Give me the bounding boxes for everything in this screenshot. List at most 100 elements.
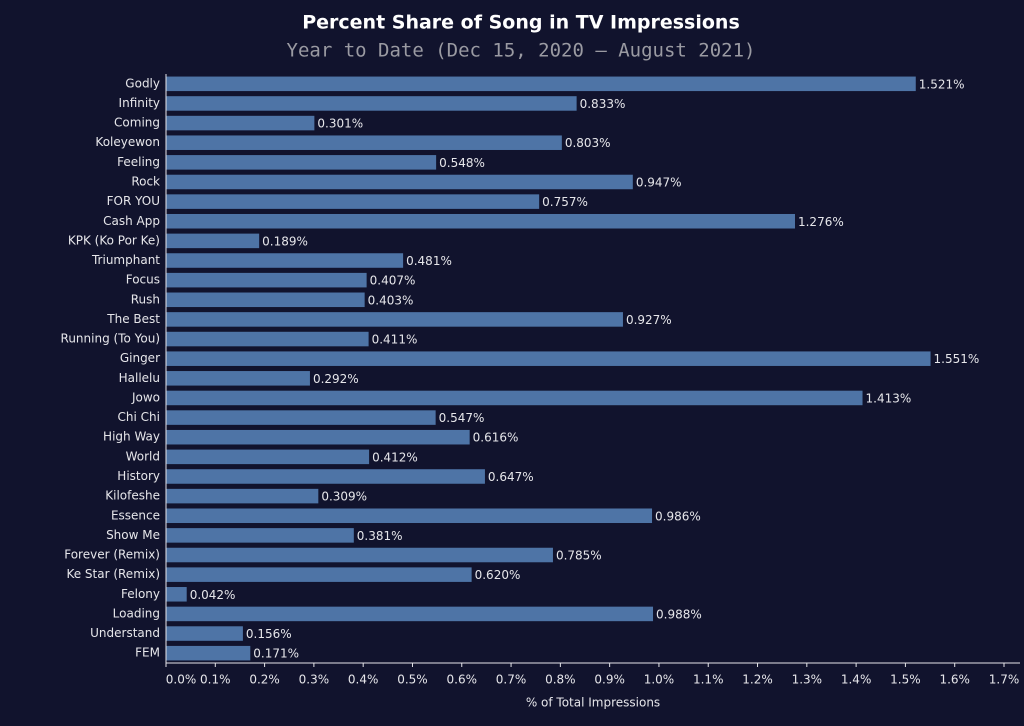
y-tick-label: Essence — [111, 508, 160, 522]
x-tick-label: 0.4% — [348, 673, 379, 687]
bar — [166, 390, 863, 406]
x-tick-label: 0.1% — [200, 673, 231, 687]
bar — [166, 469, 485, 484]
y-tick-label: World — [126, 449, 160, 463]
bar — [166, 351, 931, 366]
value-label: 0.616% — [473, 431, 519, 445]
value-label: 0.647% — [488, 470, 534, 484]
bar — [166, 194, 540, 209]
y-tick-label: Hallelu — [119, 371, 160, 385]
x-tick-label: 0.7% — [496, 673, 527, 687]
value-label: 1.521% — [919, 77, 965, 91]
y-tick-label: Koleyewon — [95, 135, 160, 149]
y-tick-label: Show Me — [106, 528, 160, 542]
value-label: 0.757% — [542, 195, 588, 209]
bar — [166, 312, 623, 327]
bar — [166, 253, 404, 268]
x-tick-label: 0.8% — [545, 673, 576, 687]
y-tick-label: Focus — [126, 273, 160, 287]
y-tick-label: Felony — [121, 587, 160, 601]
y-tick-label: History — [117, 469, 160, 483]
bar — [166, 213, 795, 229]
value-label: 0.947% — [636, 175, 682, 189]
bar — [166, 371, 310, 386]
y-tick-label: Ginger — [120, 351, 160, 365]
bar — [166, 155, 437, 170]
y-tick-label: Triumphant — [91, 253, 160, 267]
chart-subtitle: Year to Date (Dec 15, 2020 — August 2021… — [287, 40, 756, 62]
x-tick-label: 0.5% — [397, 673, 428, 687]
y-tick-label: Chi Chi — [118, 410, 160, 424]
value-label: 0.927% — [626, 313, 672, 327]
value-label: 1.551% — [934, 352, 980, 366]
value-label: 0.803% — [565, 136, 611, 150]
value-label: 0.620% — [475, 568, 521, 582]
bar — [166, 96, 577, 111]
x-tick-label: 1.2% — [742, 673, 773, 687]
value-label: 0.411% — [372, 333, 418, 347]
bar — [166, 76, 916, 92]
x-tick-label: 0.9% — [594, 673, 625, 687]
y-tick-label: Infinity — [119, 96, 160, 110]
y-tick-label: Cash App — [103, 214, 160, 228]
value-label: 0.309% — [321, 490, 367, 504]
y-tick-label: Jowo — [131, 390, 160, 404]
x-axis-title: % of Total Impressions — [526, 696, 660, 710]
bar — [166, 174, 633, 190]
y-tick-label: Running (To You) — [61, 332, 160, 346]
value-label: 0.548% — [439, 156, 485, 170]
chart-title: Percent Share of Song in TV Impressions — [302, 12, 740, 34]
bar — [166, 626, 243, 641]
bar — [166, 547, 553, 563]
value-label: 0.292% — [313, 372, 359, 386]
x-tick-label: 1.7% — [989, 673, 1020, 687]
bar — [166, 645, 251, 661]
x-tick-label: 1.6% — [939, 673, 970, 687]
x-tick-label: 1.0% — [644, 673, 675, 687]
x-tick-label: 0.2% — [249, 673, 280, 687]
value-label: 0.189% — [262, 234, 308, 248]
bar — [166, 233, 260, 249]
y-tick-label: Feeling — [117, 155, 160, 169]
y-tick-label: Loading — [113, 606, 160, 620]
bar — [166, 272, 367, 288]
y-tick-label: FOR YOU — [107, 194, 160, 208]
bar — [166, 429, 470, 445]
value-label: 0.988% — [656, 607, 702, 621]
x-tick-label: 0.0% — [166, 673, 197, 687]
bar — [166, 528, 354, 543]
value-label: 0.403% — [368, 293, 414, 307]
y-tick-label: KPK (Ko Por Ke) — [68, 233, 160, 247]
value-label: 0.156% — [246, 627, 292, 641]
bar — [166, 331, 369, 347]
y-tick-label: Godly — [125, 76, 160, 90]
value-label: 0.381% — [357, 529, 403, 543]
x-tick-label: 1.3% — [792, 673, 823, 687]
x-tick-label: 0.6% — [447, 673, 478, 687]
value-label: 0.407% — [370, 274, 416, 288]
bar — [166, 488, 319, 504]
bar — [166, 508, 653, 524]
value-label: 0.547% — [439, 411, 485, 425]
value-label: 0.042% — [190, 588, 236, 602]
y-tick-label: Rush — [131, 292, 160, 306]
bar — [166, 135, 562, 150]
value-label: 0.785% — [556, 549, 602, 563]
value-label: 0.301% — [317, 117, 363, 131]
x-tick-label: 1.4% — [841, 673, 872, 687]
value-label: 1.413% — [866, 391, 912, 405]
y-tick-label: Coming — [114, 116, 160, 130]
value-label: 1.276% — [798, 215, 844, 229]
x-tick-label: 0.3% — [299, 673, 330, 687]
bar — [166, 587, 187, 602]
bar — [166, 292, 365, 308]
value-label: 0.171% — [253, 647, 299, 661]
bar — [166, 449, 370, 465]
value-label: 0.412% — [372, 450, 418, 464]
y-tick-label: The Best — [106, 312, 160, 326]
value-label: 0.986% — [655, 509, 701, 523]
y-tick-label: Ke Star (Remix) — [66, 567, 160, 581]
value-label: 0.833% — [580, 97, 626, 111]
